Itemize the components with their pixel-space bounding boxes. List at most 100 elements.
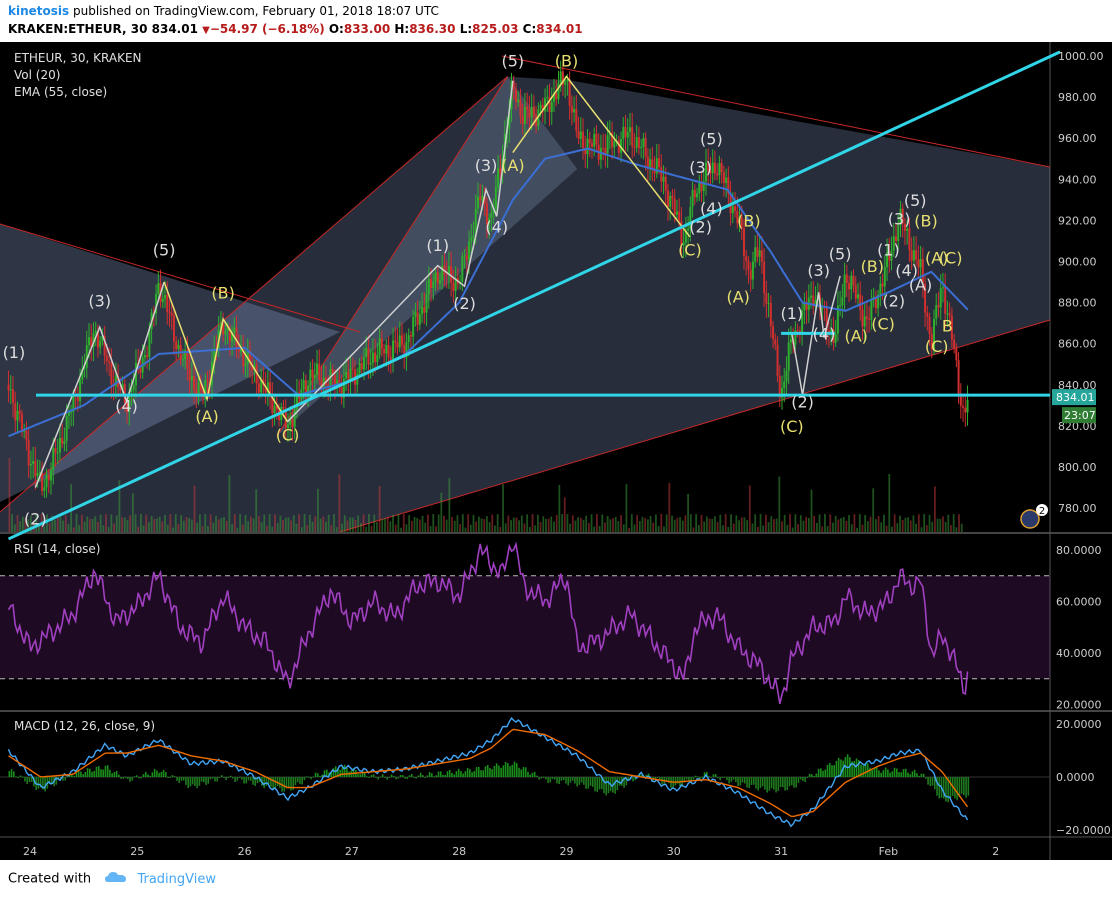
macd-histogram-bar xyxy=(368,777,371,778)
macd-histogram-bar xyxy=(799,777,802,780)
volume-bar xyxy=(767,522,770,532)
macd-histogram-bar xyxy=(417,775,420,777)
macd-histogram-bar xyxy=(752,777,755,785)
candle xyxy=(94,330,97,334)
candle xyxy=(644,138,647,157)
volume-bar xyxy=(872,488,875,532)
wave-label: (4) xyxy=(115,397,138,416)
candle xyxy=(559,71,562,84)
candle xyxy=(126,403,129,412)
candle xyxy=(418,314,421,325)
candle xyxy=(497,168,500,188)
volume-bar xyxy=(91,518,94,532)
ema-title: EMA (55, close) xyxy=(14,85,108,99)
volume-bar xyxy=(660,514,663,532)
volume-bar xyxy=(504,523,507,532)
volume-bar xyxy=(204,514,207,532)
macd-histogram-bar xyxy=(156,770,158,777)
macd-histogram-bar xyxy=(106,765,109,777)
open-label: O: xyxy=(328,22,344,36)
wave-label: (5) xyxy=(502,51,525,70)
macd-histogram-bar xyxy=(274,777,277,789)
volume-bar xyxy=(429,526,432,532)
author-link[interactable]: kinetosis xyxy=(8,4,70,18)
macd-histogram-bar xyxy=(182,777,185,781)
candle xyxy=(47,474,50,481)
macd-histogram-bar xyxy=(634,777,637,781)
volume-bar xyxy=(762,525,765,532)
volume-bar xyxy=(598,525,601,532)
macd-histogram-bar xyxy=(120,777,122,779)
macd-histogram-bar xyxy=(276,777,279,787)
volume-bar xyxy=(644,518,647,532)
time-tick-label: 27 xyxy=(345,845,359,858)
candle xyxy=(18,410,21,414)
volume-bar xyxy=(818,514,821,532)
chart-svg[interactable]: (1)(2)(3)(4)(5)(A)(B)(C)(1)(2)(3)(4)(5)(… xyxy=(0,42,1112,860)
candle xyxy=(671,195,674,199)
symbol-line: KRAKEN:ETHEUR, 30 834.01 ▼−54.97 (−6.18%… xyxy=(8,22,583,36)
volume-bar xyxy=(917,514,920,532)
volume-bar xyxy=(158,516,161,532)
macd-histogram-bar xyxy=(370,774,373,777)
volume-bar xyxy=(783,514,786,532)
volume-bar xyxy=(888,474,891,532)
candle xyxy=(474,208,477,236)
volume-bar xyxy=(593,526,596,532)
volume-bar xyxy=(633,524,636,532)
macd-histogram-bar xyxy=(312,776,315,778)
candle xyxy=(81,369,84,380)
candle xyxy=(56,452,59,454)
candle xyxy=(38,472,41,474)
macd-histogram-bar xyxy=(869,767,871,777)
macd-histogram-bar xyxy=(82,774,84,777)
volume-bar xyxy=(711,518,714,532)
candle xyxy=(886,252,889,267)
candle xyxy=(613,140,616,148)
candle xyxy=(680,221,683,246)
macd-histogram-bar xyxy=(149,775,151,777)
macd-histogram-bar xyxy=(290,777,292,791)
candle xyxy=(226,328,229,332)
candle xyxy=(582,131,585,148)
wave-label: (2) xyxy=(882,292,905,311)
macd-tick-label: 20.0000 xyxy=(1056,718,1102,731)
candle xyxy=(935,305,938,320)
candle xyxy=(586,138,589,155)
macd-histogram-bar xyxy=(518,767,520,777)
macd-histogram-bar xyxy=(884,767,887,777)
candle xyxy=(392,340,395,360)
macd-histogram-bar xyxy=(357,774,359,777)
volume-bar xyxy=(16,515,19,532)
macd-histogram-bar xyxy=(498,765,500,777)
candle xyxy=(870,300,873,320)
macd-histogram-bar xyxy=(229,775,232,777)
tradingview-link[interactable]: TradingView xyxy=(137,871,216,887)
volume-bar xyxy=(83,521,86,532)
macd-histogram-bar xyxy=(325,769,328,777)
macd-histogram-bar xyxy=(294,777,297,786)
candle xyxy=(63,440,66,444)
volume-bar xyxy=(317,488,319,532)
volume-bar xyxy=(955,527,958,532)
chart-area[interactable]: (1) (2) (3) (4) (5) (A) (B) (C) (1) (2) (3) (4) (5)(… xyxy=(0,42,1112,860)
candle xyxy=(751,261,754,280)
candle xyxy=(333,375,336,388)
macd-histogram-bar xyxy=(871,769,874,777)
volume-bar xyxy=(617,521,620,532)
volume-bar xyxy=(936,518,939,532)
candle xyxy=(313,374,316,378)
time-tick-label: 29 xyxy=(560,845,574,858)
candle xyxy=(933,319,936,350)
candle xyxy=(387,344,390,358)
candle xyxy=(255,365,258,384)
macd-histogram-bar xyxy=(66,775,69,777)
volume-bar xyxy=(30,515,32,532)
volume-bar xyxy=(102,525,105,532)
candle xyxy=(289,419,292,425)
volume-bar xyxy=(542,516,545,532)
candle xyxy=(789,339,792,343)
macd-histogram-bar xyxy=(699,777,701,779)
wave-label: (3) xyxy=(888,210,911,229)
volume-bar xyxy=(378,486,381,532)
